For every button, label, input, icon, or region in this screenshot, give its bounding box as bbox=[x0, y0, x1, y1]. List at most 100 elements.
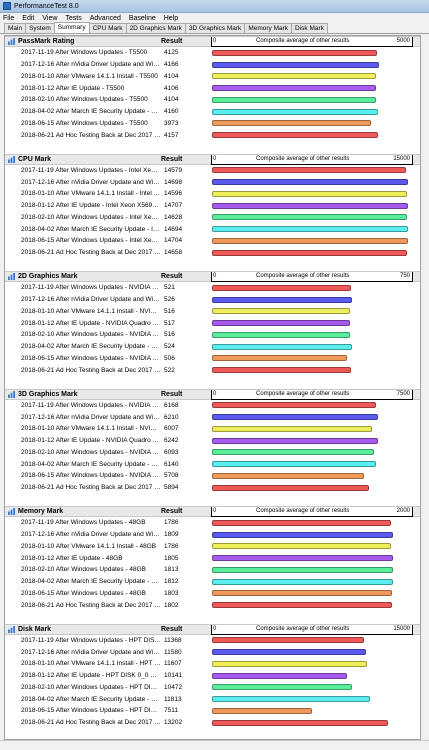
scale-header: 0 Composite average of other results 7500 bbox=[211, 389, 413, 400]
result-row[interactable]: 2018-01-12 After IE Update - 48GB 1805 bbox=[5, 552, 420, 564]
scale-max: 2000 bbox=[396, 508, 410, 514]
result-row[interactable]: 2017-12-16 After nVidia Driver Update an… bbox=[5, 59, 420, 71]
result-bar bbox=[212, 684, 352, 691]
scale-min: 0 bbox=[213, 508, 217, 514]
result-value: 517 bbox=[164, 319, 175, 327]
menu-view[interactable]: View bbox=[42, 14, 58, 22]
result-row[interactable]: 2018-06-21 Ad Hoc Testing Back at Dec 20… bbox=[5, 247, 420, 259]
result-name: 2017-11-19 After Windows Updates - Intel… bbox=[21, 166, 161, 174]
result-row[interactable]: 2018-06-15 After Windows Updates - Intel… bbox=[5, 235, 420, 247]
tab-disk-mark[interactable]: Disk Mark bbox=[291, 23, 328, 33]
menu-baseline[interactable]: Baseline bbox=[128, 14, 156, 22]
result-row[interactable]: 2017-11-19 After Windows Updates - Intel… bbox=[5, 165, 420, 177]
result-row[interactable]: 2018-04-02 After March IE Security Updat… bbox=[5, 458, 420, 470]
result-value: 516 bbox=[164, 307, 175, 315]
result-name: 2017-12-16 After nVidia Driver Update an… bbox=[21, 531, 161, 539]
tab-main[interactable]: Main bbox=[4, 23, 27, 33]
result-row[interactable]: 2017-12-16 After nVidia Driver Update an… bbox=[5, 529, 420, 541]
composite-label: Composite average of other results bbox=[256, 625, 350, 632]
result-value: 5708 bbox=[164, 472, 179, 480]
menu-tests[interactable]: Tests bbox=[65, 14, 82, 22]
result-bar bbox=[212, 484, 369, 491]
result-value: 516 bbox=[164, 331, 175, 339]
tab-memory-mark[interactable]: Memory Mark bbox=[244, 23, 293, 33]
result-row[interactable]: 2018-06-21 Ad Hoc Testing Back at Dec 20… bbox=[5, 717, 420, 729]
result-column-header: Result bbox=[161, 390, 183, 398]
result-row[interactable]: 2017-12-16 After nVidia Driver Update an… bbox=[5, 294, 420, 306]
scale-line bbox=[212, 633, 412, 635]
result-row[interactable]: 2018-01-10 After VMware 14.1.1 Install -… bbox=[5, 306, 420, 318]
result-name: 2017-11-19 After Windows Updates - NVIDI… bbox=[21, 401, 161, 409]
chart-icon bbox=[8, 508, 15, 515]
result-bar bbox=[212, 566, 393, 573]
result-row[interactable]: 2017-12-16 After nVidia Driver Update an… bbox=[5, 411, 420, 423]
result-row[interactable]: 2018-06-15 After Windows Updates - T5500… bbox=[5, 118, 420, 130]
result-row[interactable]: 2018-06-15 After Windows Updates - 48GB 1… bbox=[5, 588, 420, 600]
menu-help[interactable]: Help bbox=[163, 14, 179, 22]
result-row[interactable]: 2017-12-16 After nVidia Driver Update an… bbox=[5, 646, 420, 658]
result-row[interactable]: 2018-01-10 After VMware 14.1.1 Install -… bbox=[5, 188, 420, 200]
result-row[interactable]: 2018-01-12 After IE Update - T5500 4106 bbox=[5, 82, 420, 94]
result-row[interactable]: 2018-04-02 After March IE Security Updat… bbox=[5, 223, 420, 235]
result-value: 14658 bbox=[164, 249, 183, 257]
tab-3d-graphics-mark[interactable]: 3D Graphics Mark bbox=[184, 23, 246, 33]
result-row[interactable]: 2018-01-10 After VMware 14.1.1 Install -… bbox=[5, 423, 420, 435]
result-row[interactable]: 2018-02-10 After Windows Updates - NVIDI… bbox=[5, 329, 420, 341]
result-row[interactable]: 2017-11-19 After Windows Updates - T5500… bbox=[5, 47, 420, 59]
result-row[interactable]: 2018-04-02 After March IE Security Updat… bbox=[5, 341, 420, 353]
result-row[interactable]: 2018-06-21 Ad Hoc Testing Back at Dec 20… bbox=[5, 364, 420, 376]
result-row[interactable]: 2018-06-21 Ad Hoc Testing Back at Dec 20… bbox=[5, 599, 420, 611]
result-row[interactable]: 2018-02-10 After Windows Updates - HPT D… bbox=[5, 682, 420, 694]
result-row[interactable]: 2018-02-10 After Windows Updates - 48GB 1… bbox=[5, 564, 420, 576]
tab-2d-graphics-mark[interactable]: 2D Graphics Mark bbox=[125, 23, 186, 33]
result-value: 1802 bbox=[164, 601, 179, 609]
result-row[interactable]: 2018-02-10 After Windows Updates - T5500… bbox=[5, 94, 420, 106]
scale-line bbox=[212, 516, 412, 517]
result-row[interactable]: 2018-02-10 After Windows Updates - NVIDI… bbox=[5, 447, 420, 459]
result-row[interactable]: 2018-04-02 After March IE Security Updat… bbox=[5, 106, 420, 118]
result-name: 2018-06-21 Ad Hoc Testing Back at Dec 20… bbox=[21, 601, 161, 609]
result-row[interactable]: 2018-01-10 After VMware 14.1.1 Install -… bbox=[5, 541, 420, 553]
result-row[interactable]: 2018-01-10 After VMware 14.1.1 Install -… bbox=[5, 71, 420, 83]
result-row[interactable]: 2017-12-16 After nVidia Driver Update an… bbox=[5, 176, 420, 188]
result-bar bbox=[212, 249, 407, 256]
result-bar bbox=[212, 343, 352, 350]
result-row[interactable]: 2017-11-19 After Windows Updates - 48GB 1… bbox=[5, 517, 420, 529]
result-row[interactable]: 2018-01-10 After VMware 14.1.1 Install -… bbox=[5, 658, 420, 670]
title-bar[interactable]: PerformanceTest 8.0 bbox=[0, 0, 429, 13]
result-row[interactable]: 2018-01-12 After IE Update - NVIDIA Quad… bbox=[5, 317, 420, 329]
result-name: 2018-06-15 After Windows Updates - 48GB bbox=[21, 589, 147, 597]
result-row[interactable]: 2018-02-10 After Windows Updates - Intel… bbox=[5, 212, 420, 224]
result-row[interactable]: 2017-11-19 After Windows Updates - NVIDI… bbox=[5, 400, 420, 412]
result-row[interactable]: 2018-06-21 Ad Hoc Testing Back at Dec 20… bbox=[5, 129, 420, 141]
result-row[interactable]: 2018-01-12 After IE Update - NVIDIA Quad… bbox=[5, 435, 420, 447]
menu-file[interactable]: File bbox=[3, 14, 15, 22]
tab-summary[interactable]: Summary bbox=[53, 22, 90, 33]
result-row[interactable]: 2018-01-12 After IE Update - HPT DISK 0_… bbox=[5, 670, 420, 682]
result-bar bbox=[212, 308, 350, 315]
result-name: 2018-04-02 After March IE Security Updat… bbox=[21, 695, 161, 703]
section-title: 2D Graphics Mark bbox=[18, 273, 78, 280]
result-row[interactable]: 2018-04-02 After March IE Security Updat… bbox=[5, 576, 420, 588]
result-bar bbox=[212, 237, 408, 244]
result-row[interactable]: 2018-06-15 After Windows Updates - NVIDI… bbox=[5, 470, 420, 482]
result-row[interactable]: 2018-04-02 After March IE Security Updat… bbox=[5, 693, 420, 705]
result-row[interactable]: 2018-06-15 After Windows Updates - NVIDI… bbox=[5, 353, 420, 365]
section-header: PassMark Rating Result 0 Composite average … bbox=[5, 36, 420, 47]
result-name: 2018-01-10 After VMware 14.1.1 Install -… bbox=[21, 660, 161, 668]
result-bar bbox=[212, 425, 372, 432]
result-row[interactable]: 2018-06-21 Ad Hoc Testing Back at Dec 20… bbox=[5, 482, 420, 494]
result-row[interactable]: 2017-11-19 After Windows Updates - HPT D… bbox=[5, 635, 420, 647]
menu-advanced[interactable]: Advanced bbox=[89, 14, 121, 22]
result-bar bbox=[212, 696, 370, 703]
tab-system[interactable]: System bbox=[25, 23, 55, 33]
section-2d-graphics-mark: 2D Graphics Mark Result 0 Composite average… bbox=[5, 271, 420, 376]
result-bar bbox=[212, 531, 393, 538]
result-row[interactable]: 2018-01-12 After IE Update - Intel Xeon … bbox=[5, 200, 420, 212]
result-row[interactable]: 2017-11-19 After Windows Updates - NVIDI… bbox=[5, 282, 420, 294]
result-column-header: Result bbox=[161, 508, 183, 515]
result-bar bbox=[212, 472, 364, 479]
result-row[interactable]: 2018-06-15 After Windows Updates - HPT D… bbox=[5, 705, 420, 717]
menu-edit[interactable]: Edit bbox=[22, 14, 35, 22]
tab-cpu-mark[interactable]: CPU Mark bbox=[88, 23, 127, 33]
